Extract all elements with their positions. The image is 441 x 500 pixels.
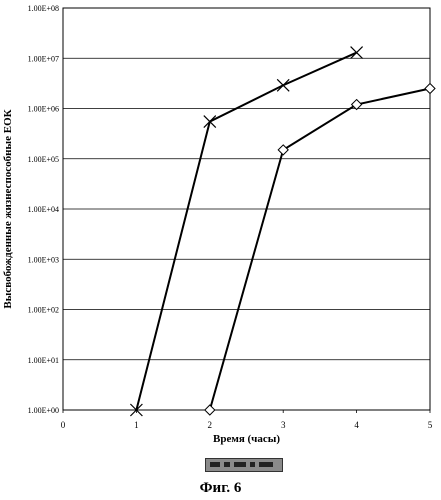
x-axis-title: Время (часы) [213, 433, 280, 445]
figure-caption: Фиг. 6 [199, 480, 242, 496]
data-point-x-marker [350, 46, 364, 59]
y-tick-label: 1.00E+08 [28, 4, 59, 13]
y-axis-ticks: 1.00E+00 1.00E+01 1.00E+02 1.00E+03 1.00E+04… [28, 4, 59, 415]
x-tick-label: 0 [61, 420, 66, 430]
x-tick-label: 4 [354, 420, 359, 430]
series-layer [129, 46, 436, 417]
data-point-x-marker [129, 403, 143, 417]
x-axis-ticks: 0 1 2 3 4 5 [61, 410, 433, 430]
x-tick-label: 3 [281, 420, 286, 430]
y-tick-label: 1.00E+01 [28, 356, 59, 365]
y-tick-label: 1.00E+06 [28, 105, 59, 114]
x-tick-label: 1 [134, 420, 139, 430]
y-tick-label: 1.00E+00 [28, 406, 59, 415]
gridlines [63, 7, 430, 411]
x-tick-label: 2 [208, 420, 213, 430]
y-tick-label: 1.00E+03 [28, 255, 59, 264]
y-tick-label: 1.00E+07 [28, 54, 59, 63]
series-line-2 [208, 87, 431, 411]
y-tick-label: 1.00E+04 [28, 205, 59, 214]
y-tick-label: 1.00E+05 [28, 155, 59, 164]
data-point-diamond-marker [204, 404, 216, 416]
data-point-diamond-marker [277, 144, 289, 156]
series-line-1 [135, 51, 358, 411]
data-point-diamond-marker [424, 82, 436, 95]
y-tick-label: 1.00E+02 [28, 306, 59, 315]
data-point-x-marker [203, 115, 217, 128]
plot-area [62, 7, 431, 411]
data-point-x-marker [276, 78, 290, 92]
data-point-diamond-marker [350, 98, 363, 111]
x-tick-label: 5 [428, 420, 433, 430]
y-axis-title: Высвобожденные жизнеспособные ЕОК [2, 109, 14, 308]
stamp-image [205, 458, 283, 472]
